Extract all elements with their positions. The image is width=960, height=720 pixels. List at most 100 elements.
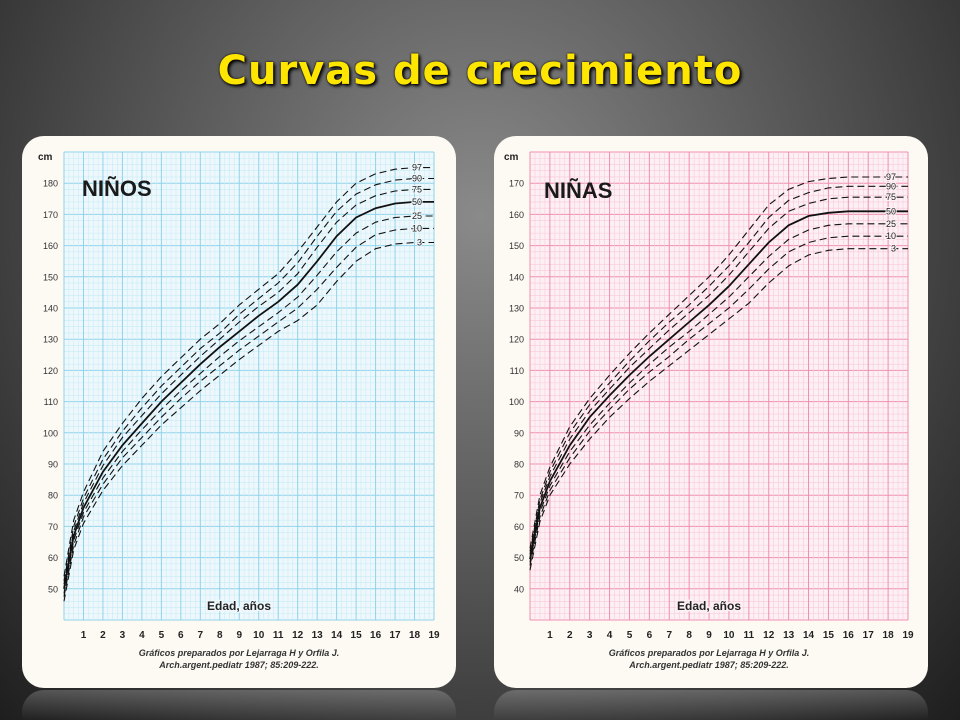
percentile-curve-97	[529, 176, 908, 549]
x-tick-label: 14	[803, 630, 815, 641]
x-tick-label: 15	[351, 630, 363, 641]
y-tick-label: 40	[514, 584, 524, 594]
y-axis-unit-label: cm	[38, 152, 53, 163]
x-tick-label: 1	[81, 630, 87, 641]
x-tick-label: 19	[428, 630, 440, 641]
y-tick-label: 150	[509, 241, 524, 251]
chart-panel-boys: cm 50 60 70 80 90 100 110 120 130 140 150 160 170 180 1…	[22, 136, 456, 688]
x-tick-label: 4	[139, 630, 145, 641]
percentile-label: 3	[417, 237, 422, 247]
x-tick-label: 7	[666, 630, 672, 641]
grid	[529, 151, 909, 621]
percentile-curve-3	[63, 241, 434, 602]
y-tick-label: 130	[43, 335, 58, 345]
citation-text: Arch.argent.pediatr 1987; 85:209-222.	[158, 660, 319, 670]
percentile-label: 50	[886, 206, 896, 216]
y-tick-label: 180	[43, 179, 58, 189]
y-tick-label: 100	[509, 397, 524, 407]
credit-text: Gráficos preparados por Lejarraga H y Or…	[139, 648, 340, 658]
x-tick-label: 6	[178, 630, 184, 641]
percentile-label: 90	[886, 181, 896, 191]
x-tick-label: 13	[783, 630, 795, 641]
percentile-curve-25	[63, 215, 434, 594]
x-tick-label: 17	[389, 630, 401, 641]
percentile-label: 25	[412, 211, 422, 221]
y-tick-label: 90	[514, 428, 524, 438]
y-tick-label: 130	[509, 304, 524, 314]
x-tick-label: 14	[331, 630, 343, 641]
percentile-curve-50	[529, 210, 908, 560]
percentile-curve-3	[529, 248, 908, 571]
x-tick-label: 3	[120, 630, 126, 641]
percentile-label: 75	[412, 184, 422, 194]
x-tick-label: 16	[370, 630, 382, 641]
citation-text: Arch.argent.pediatr 1987; 85:209-222.	[628, 660, 789, 670]
y-axis-unit-label: cm	[504, 152, 519, 163]
x-tick-label: 3	[587, 630, 593, 641]
y-tick-label: 110	[44, 397, 58, 407]
x-tick-label: 11	[744, 630, 755, 641]
y-tick-label: 120	[43, 366, 58, 376]
x-tick-label: 8	[686, 630, 692, 641]
percentile-curve-75	[529, 196, 908, 555]
y-tick-label: 170	[509, 179, 524, 189]
x-tick-label: 12	[763, 630, 775, 641]
percentile-label: 50	[412, 197, 422, 207]
percentile-curve-97	[63, 167, 434, 577]
x-tick-label: 10	[253, 630, 265, 641]
x-tick-label: 10	[723, 630, 735, 641]
x-tick-label: 2	[567, 630, 573, 641]
panel-reflection-left	[22, 690, 456, 720]
y-tick-label: 170	[43, 210, 58, 220]
y-tick-label: 50	[48, 584, 58, 594]
x-tick-label: 4	[607, 630, 613, 641]
y-tick-label: 160	[43, 241, 58, 251]
y-tick-label: 100	[43, 428, 58, 438]
x-tick-label: 16	[843, 630, 855, 641]
percentile-label: 3	[891, 244, 896, 254]
percentile-label: 10	[412, 223, 422, 233]
x-tick-label: 9	[706, 630, 712, 641]
y-tick-label: 60	[48, 553, 58, 563]
x-tick-label: 18	[883, 630, 895, 641]
percentile-curve-10	[529, 235, 908, 566]
percentile-label: 10	[886, 231, 896, 241]
x-tick-label: 7	[198, 630, 204, 641]
x-tick-label: 17	[863, 630, 875, 641]
x-axis-title: Edad, años	[207, 599, 271, 613]
x-axis-title: Edad, años	[677, 599, 741, 613]
x-tick-label: 15	[823, 630, 835, 641]
x-tick-label: 5	[159, 630, 165, 641]
y-tick-label: 110	[510, 366, 524, 376]
y-tick-label: 50	[514, 553, 524, 563]
y-tick-label: 140	[509, 272, 524, 282]
y-tick-label: 140	[43, 304, 58, 314]
x-tick-label: 12	[292, 630, 304, 641]
y-tick-label: 120	[509, 335, 524, 345]
x-tick-label: 1	[547, 630, 553, 641]
percentile-curve-50	[63, 201, 434, 589]
panel-reflection-right	[494, 690, 928, 720]
y-tick-label: 80	[48, 491, 58, 501]
x-tick-label: 9	[236, 630, 242, 641]
chart-title: NIÑAS	[544, 178, 612, 203]
x-tick-label: 11	[273, 630, 284, 641]
credit-text: Gráficos preparados por Lejarraga H y Or…	[609, 648, 810, 658]
percentile-curve-90	[529, 185, 908, 552]
x-tick-label: 19	[902, 630, 914, 641]
percentile-label: 97	[412, 163, 422, 173]
y-tick-label: 70	[514, 491, 524, 501]
chart-title: NIÑOS	[82, 176, 152, 201]
x-tick-label: 5	[627, 630, 633, 641]
x-tick-label: 13	[312, 630, 324, 641]
percentile-curve-75	[63, 188, 434, 585]
chart-panel-girls: cm 40 50 60 70 80 90 100 110 120 130 140 150 160 170 1 2…	[494, 136, 928, 688]
percentile-label: 25	[886, 219, 896, 229]
percentile-label: 75	[886, 192, 896, 202]
percentile-curve-10	[63, 227, 434, 597]
percentile-label: 90	[412, 174, 422, 184]
x-tick-label: 8	[217, 630, 223, 641]
percentile-label: 97	[886, 172, 896, 182]
y-tick-label: 70	[48, 522, 58, 532]
